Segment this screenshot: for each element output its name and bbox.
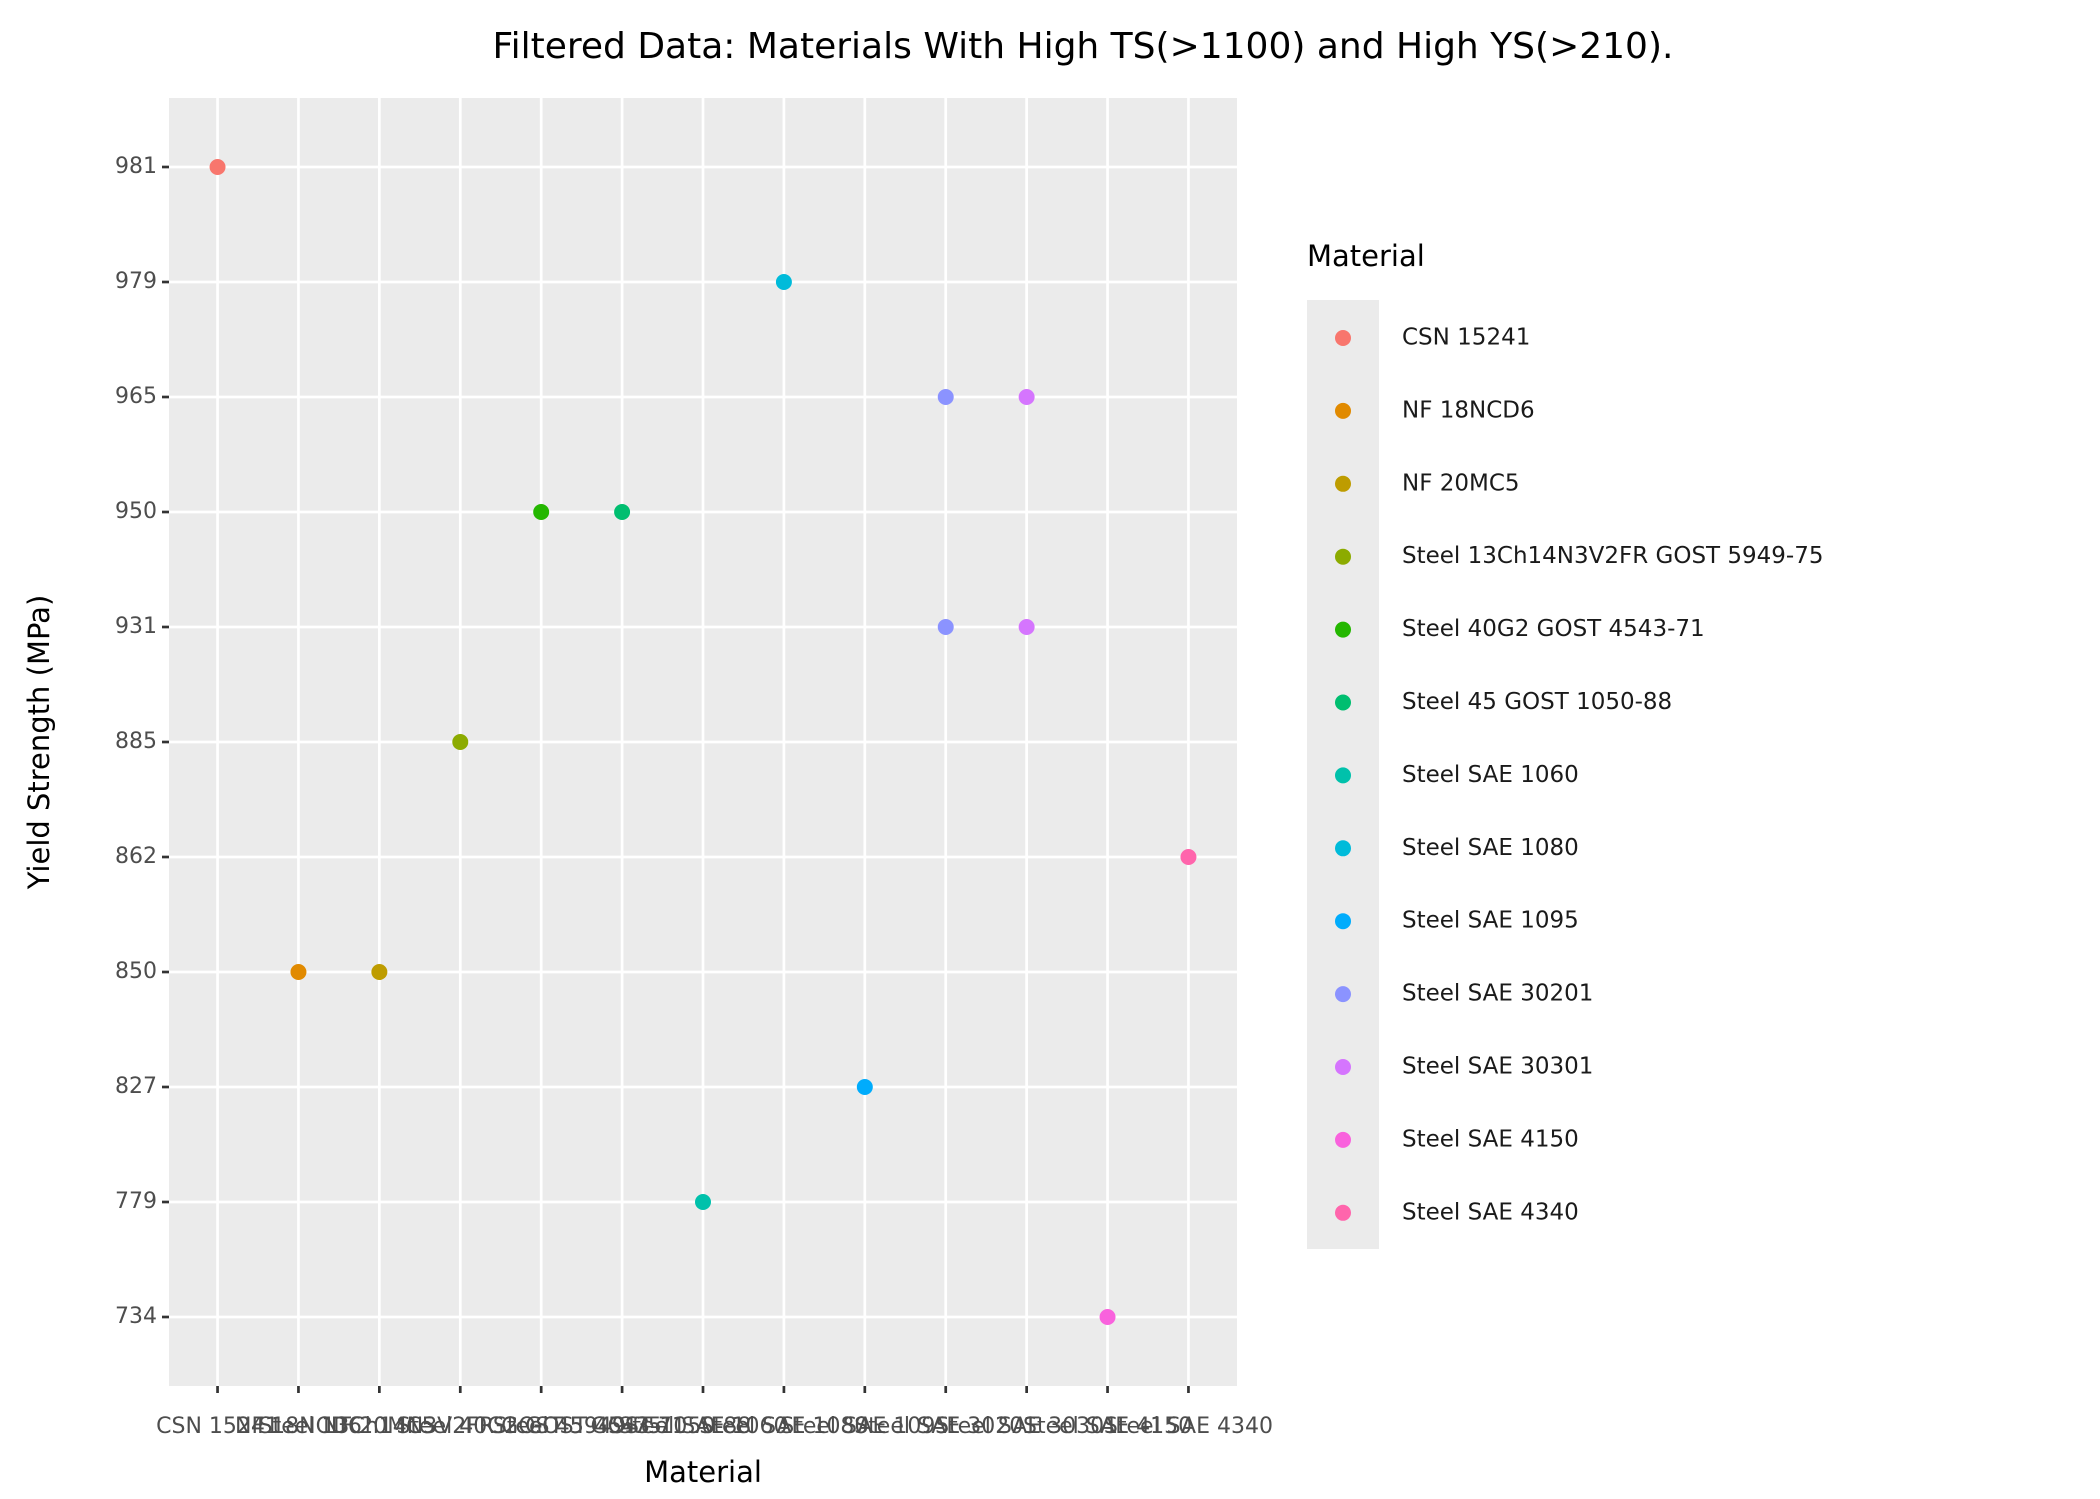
x-axis-title: Material — [644, 1455, 762, 1489]
point — [937, 619, 954, 635]
point — [937, 389, 954, 405]
legend-label: Steel SAE 1080 — [1402, 835, 1579, 861]
legend-key — [1335, 1204, 1351, 1221]
legend-label: Steel SAE 1095 — [1402, 908, 1579, 934]
point — [209, 159, 226, 175]
y-tick-label: 885 — [115, 729, 157, 754]
legend-key — [1335, 986, 1351, 1003]
legend-label: Steel 40G2 GOST 4543-71 — [1402, 616, 1705, 642]
x-tick-label: Steel SAE 30201 — [854, 1414, 1037, 1439]
x-tick-label: Steel 40G2 GOST 4543-71 — [396, 1414, 685, 1439]
legend-label: Steel SAE 4150 — [1402, 1126, 1579, 1152]
point — [533, 504, 550, 520]
y-tick-label: 979 — [115, 269, 157, 294]
x-tick-label: Steel 45 GOST 1050-88 — [493, 1414, 751, 1439]
x-tick-label: Steel SAE 1060 — [618, 1414, 787, 1439]
legend-label: NF 20MC5 — [1402, 470, 1520, 496]
legend-key — [1335, 402, 1351, 419]
point — [1180, 849, 1197, 865]
y-tick-label: 965 — [115, 384, 157, 409]
x-tick-label: Steel SAE 4150 — [1023, 1414, 1192, 1439]
point — [290, 964, 307, 980]
y-axis-title: Yield Strength (MPa) — [22, 595, 56, 891]
point — [371, 964, 388, 980]
x-tick-label: Steel SAE 1080 — [699, 1414, 868, 1439]
legend-key — [1335, 1059, 1351, 1075]
x-tick-label: NF 20MC5 — [323, 1414, 435, 1439]
point — [1018, 619, 1035, 635]
x-tick-label: CSN 15241 — [156, 1414, 279, 1439]
point — [695, 1194, 711, 1210]
chart-title: Filtered Data: Materials With High TS(>1… — [493, 26, 1674, 67]
legend-key — [1335, 621, 1351, 638]
point — [614, 504, 631, 520]
x-tick-label: Steel SAE 1095 — [780, 1414, 949, 1439]
legend-key — [1335, 1131, 1351, 1148]
y-tick-label: 981 — [115, 154, 157, 179]
legend-label: NF 18NCD6 — [1402, 397, 1535, 423]
x-tick-label: Steel 13Ch14N3V2FR GOST 5949-75 — [259, 1414, 662, 1439]
legend-title: Material — [1307, 239, 1425, 273]
y-tick-label: 779 — [115, 1189, 157, 1214]
y-tick-label: 862 — [115, 844, 157, 869]
y-tick-label: 734 — [115, 1304, 157, 1329]
y-tick-label: 950 — [115, 499, 157, 524]
point — [1099, 1309, 1116, 1325]
y-tick-label: 827 — [115, 1074, 157, 1099]
legend-label: Steel SAE 30201 — [1402, 981, 1593, 1007]
legend-label: Steel 13Ch14N3V2FR GOST 5949-75 — [1402, 543, 1824, 569]
legend-label: Steel 45 GOST 1050-88 — [1402, 689, 1672, 715]
y-tick-label: 931 — [115, 614, 157, 639]
legend-key — [1335, 767, 1351, 784]
legend-key — [1335, 913, 1351, 930]
legend-label: CSN 15241 — [1402, 325, 1530, 351]
legend-key — [1335, 694, 1351, 711]
point — [452, 734, 469, 750]
point — [775, 274, 792, 290]
x-tick-label: Steel SAE 4340 — [1104, 1414, 1273, 1439]
legend-key — [1335, 548, 1351, 565]
x-tick-label: NF 18NCD6 — [235, 1414, 362, 1439]
point — [856, 1079, 873, 1095]
x-tick-label: Steel SAE 30301 — [935, 1414, 1118, 1439]
legend-label: Steel SAE 4340 — [1402, 1199, 1579, 1225]
legend-label: Steel SAE 30301 — [1402, 1054, 1593, 1080]
legend-label: Steel SAE 1060 — [1402, 762, 1579, 788]
legend-key — [1335, 330, 1351, 346]
legend-key — [1335, 475, 1351, 492]
legend-key — [1335, 840, 1351, 857]
point — [1018, 389, 1035, 405]
y-tick-label: 850 — [115, 959, 157, 984]
